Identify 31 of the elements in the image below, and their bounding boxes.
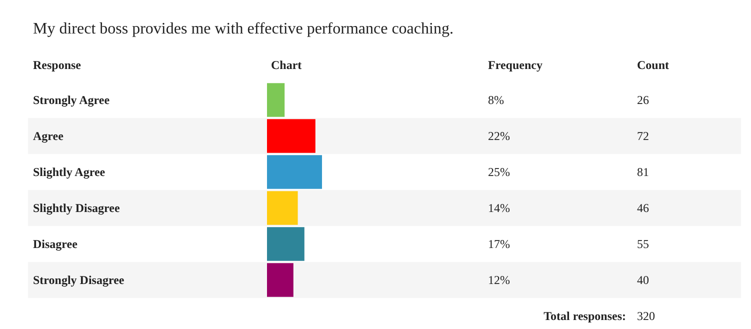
text: Frequency bbox=[488, 58, 542, 72]
bar bbox=[267, 155, 322, 189]
y-tick-label: Agree bbox=[33, 129, 64, 143]
bar bbox=[267, 263, 294, 297]
text: 40 bbox=[637, 273, 649, 287]
text: 25% bbox=[488, 165, 510, 179]
text: Chart bbox=[271, 58, 302, 72]
text: 81 bbox=[637, 165, 649, 179]
text: 55 bbox=[637, 237, 649, 251]
bar bbox=[267, 83, 285, 117]
text: 17% bbox=[488, 237, 510, 251]
text: Count bbox=[637, 58, 670, 72]
y-tick-label: Slightly Disagree bbox=[33, 201, 120, 215]
text: 46 bbox=[637, 201, 649, 215]
bar bbox=[267, 119, 316, 153]
text: 22% bbox=[488, 129, 510, 143]
text: 12% bbox=[488, 273, 510, 287]
text: 26 bbox=[637, 93, 649, 107]
y-tick-label: Slightly Agree bbox=[33, 165, 106, 179]
y-tick-label: Strongly Agree bbox=[33, 93, 110, 107]
bar bbox=[267, 227, 304, 261]
text: 8% bbox=[488, 93, 504, 107]
text: Response bbox=[33, 58, 82, 72]
text: 72 bbox=[637, 129, 649, 143]
text: Total responses: bbox=[544, 309, 626, 323]
y-tick-label: Strongly Disagree bbox=[33, 273, 125, 287]
y-tick-label: Disagree bbox=[33, 237, 78, 251]
text: 320 bbox=[637, 309, 655, 323]
chart-title: My direct boss provides me with effective performance coaching. bbox=[33, 20, 454, 38]
text: 14% bbox=[488, 201, 510, 215]
bar bbox=[267, 191, 298, 225]
